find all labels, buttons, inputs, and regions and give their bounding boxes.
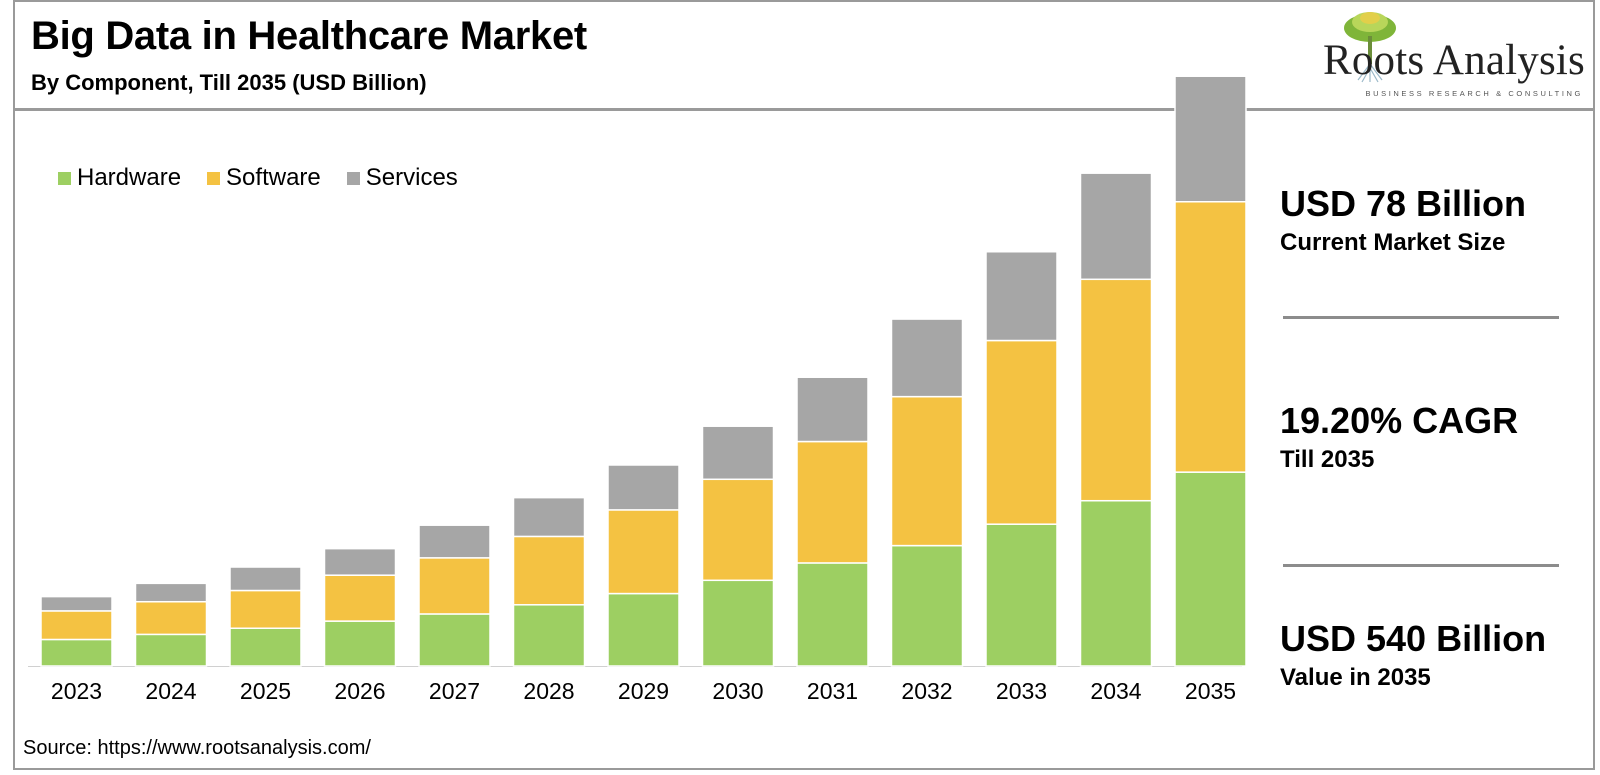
- bar-services-2027: [418, 524, 491, 559]
- bar-hardware-2023: [40, 638, 113, 667]
- page-title: Big Data in Healthcare Market: [31, 14, 587, 58]
- bar-software-2026: [323, 574, 397, 622]
- x-tick-label: 2034: [1090, 678, 1141, 704]
- bar-software-2025: [229, 589, 302, 629]
- bar-hardware-2029: [607, 592, 680, 667]
- legend-item-software: Software: [207, 164, 321, 192]
- bar-software-2030: [701, 478, 775, 582]
- x-tick-label: 2030: [712, 678, 763, 704]
- logo-wordmark: Roots Analysis: [1322, 37, 1585, 84]
- kpi-cagr: 19.20% CAGR Till 2035: [1280, 400, 1518, 474]
- kpi-label: Value in 2035: [1280, 664, 1431, 691]
- x-tick-label: 2025: [240, 678, 291, 704]
- bar-hardware-2025: [229, 627, 302, 667]
- kpi-current-market-size: USD 78 Billion Current Market Size: [1280, 183, 1526, 257]
- kpi-value: USD 540 Billion: [1280, 618, 1547, 659]
- bar-software-2035: [1174, 200, 1247, 473]
- kpi-value: USD 78 Billion: [1280, 183, 1527, 224]
- x-tick-label: 2032: [901, 678, 952, 704]
- bar-software-2027: [418, 557, 491, 615]
- kpi-label: Current Market Size: [1280, 229, 1506, 256]
- bar-hardware-2031: [796, 562, 869, 667]
- bar-software-2028: [512, 535, 586, 606]
- bar-hardware-2028: [512, 604, 586, 667]
- x-tick-label: 2031: [807, 678, 858, 704]
- header: Big Data in Healthcare Market By Compone…: [15, 2, 1593, 111]
- x-tick-label: 2029: [618, 678, 669, 704]
- bar-services-2031: [796, 376, 869, 443]
- bar-hardware-2032: [890, 544, 964, 667]
- kpi-value-2035: USD 540 Billion Value in 2035: [1280, 618, 1546, 692]
- bar-hardware-2034: [1079, 499, 1153, 667]
- bar-services-2028: [512, 496, 586, 538]
- bar-software-2032: [890, 395, 964, 547]
- legend-item-services: Services: [346, 164, 458, 192]
- legend-label-services: Services: [365, 164, 458, 191]
- source-note: Source: https://www.rootsanalysis.com/: [23, 737, 371, 759]
- bar-services-2033: [985, 250, 1058, 342]
- bar-services-2029: [607, 464, 680, 511]
- x-tick-label: 2027: [429, 678, 480, 704]
- bar-services-2023: [40, 595, 113, 612]
- x-tick-label: 2024: [145, 678, 196, 704]
- bar-services-2035: [1174, 75, 1247, 203]
- legend-swatch-software: [207, 171, 221, 185]
- bar-services-2032: [890, 318, 964, 398]
- legend-item-hardware: Hardware: [58, 164, 181, 192]
- bar-services-2024: [134, 582, 208, 603]
- bar-software-2023: [40, 610, 113, 641]
- bar-hardware-2035: [1174, 471, 1247, 667]
- bar-software-2031: [796, 440, 869, 564]
- bar-hardware-2030: [701, 579, 775, 667]
- bar-services-2026: [323, 547, 397, 576]
- bar-services-2030: [701, 425, 775, 481]
- x-tick-label: 2026: [334, 678, 385, 704]
- chart-legend: Hardware Software Services: [58, 164, 458, 192]
- roots-analysis-logo: Roots Analysis BUSINESS RESEARCH & CONSU…: [1285, 6, 1585, 101]
- chart-frame: [13, 0, 1595, 770]
- kpi-value: 19.20% CAGR: [1280, 400, 1519, 441]
- legend-label-software: Software: [226, 164, 321, 191]
- bar-hardware-2027: [418, 613, 491, 667]
- tree-icon: [1344, 12, 1396, 83]
- bar-hardware-2024: [134, 633, 208, 667]
- bar-hardware-2026: [323, 620, 397, 667]
- bar-software-2033: [985, 339, 1058, 525]
- bar-software-2029: [607, 509, 680, 595]
- x-tick-label: 2023: [51, 678, 102, 704]
- x-tick-label: 2028: [523, 678, 574, 704]
- page-subtitle: By Component, Till 2035 (USD Billion): [31, 70, 427, 95]
- kpi-label: Till 2035: [1280, 446, 1375, 473]
- bar-hardware-2033: [985, 523, 1058, 667]
- kpi-divider: [1283, 316, 1559, 319]
- x-tick-label: 2035: [1185, 678, 1236, 704]
- bar-software-2034: [1079, 278, 1153, 502]
- bar-software-2024: [134, 600, 208, 636]
- kpi-divider: [1283, 564, 1559, 567]
- logo-tagline: BUSINESS RESEARCH & CONSULTING: [1365, 89, 1583, 98]
- bar-services-2025: [229, 566, 302, 592]
- legend-swatch-services: [346, 171, 360, 185]
- legend-swatch-hardware: [58, 171, 71, 185]
- bar-services-2034: [1079, 172, 1153, 281]
- legend-label-hardware: Hardware: [77, 164, 182, 191]
- x-tick-label: 2033: [996, 678, 1047, 704]
